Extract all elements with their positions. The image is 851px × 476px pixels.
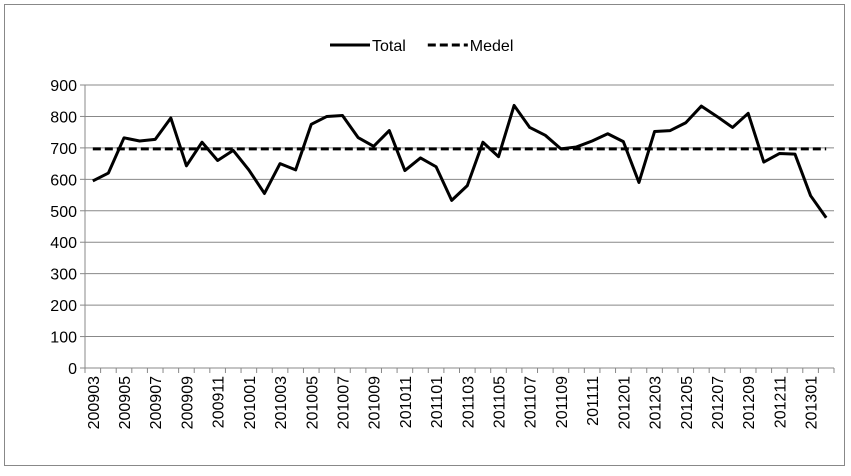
x-tick-label: 201101 — [429, 376, 446, 428]
y-tick-label: 300 — [50, 267, 77, 284]
x-tick-label: 201103 — [460, 376, 477, 428]
y-tick-label: 800 — [50, 109, 77, 126]
x-tick-label: 200909 — [179, 376, 196, 429]
x-tick-label: 201011 — [398, 376, 415, 428]
x-tick-label: 200905 — [117, 376, 134, 429]
y-tick-label: 0 — [68, 361, 77, 378]
x-tick-label: 201201 — [616, 376, 633, 429]
x-tick-label: 201005 — [304, 376, 321, 429]
x-tick-label: 201107 — [523, 376, 540, 428]
x-tick-label: 201205 — [679, 376, 696, 429]
chart-border — [4, 4, 845, 466]
series-line — [92, 103, 828, 219]
y-tick-label: 900 — [50, 78, 77, 95]
x-tick-label: 201009 — [367, 376, 384, 429]
y-tick-label: 700 — [50, 141, 77, 158]
y-tick-label: 200 — [50, 298, 77, 315]
x-tick-label: 201007 — [335, 376, 352, 429]
x-tick-label: 201211 — [772, 376, 789, 428]
x-tick-label: 201207 — [710, 376, 727, 429]
x-tick-label: 201111 — [585, 376, 602, 426]
x-tick-label: 200911 — [211, 376, 228, 428]
x-tick-label: 200907 — [148, 376, 165, 429]
y-tick-label: 500 — [50, 204, 77, 221]
x-tick-label: 201105 — [492, 376, 509, 428]
x-tick-label: 201301 — [804, 376, 821, 429]
x-tick-label: 201203 — [648, 376, 665, 429]
x-tick-label: 201109 — [554, 376, 571, 428]
y-tick-label: 100 — [50, 330, 77, 347]
legend-label: Total — [372, 38, 406, 55]
x-tick-label: 201209 — [741, 376, 758, 429]
x-tick-label: 200903 — [86, 376, 103, 429]
x-tick-label: 201001 — [242, 376, 259, 429]
legend-label: Medel — [470, 38, 514, 55]
y-tick-label: 600 — [50, 172, 77, 189]
x-tick-label: 201003 — [273, 376, 290, 429]
y-tick-label: 400 — [50, 235, 77, 252]
